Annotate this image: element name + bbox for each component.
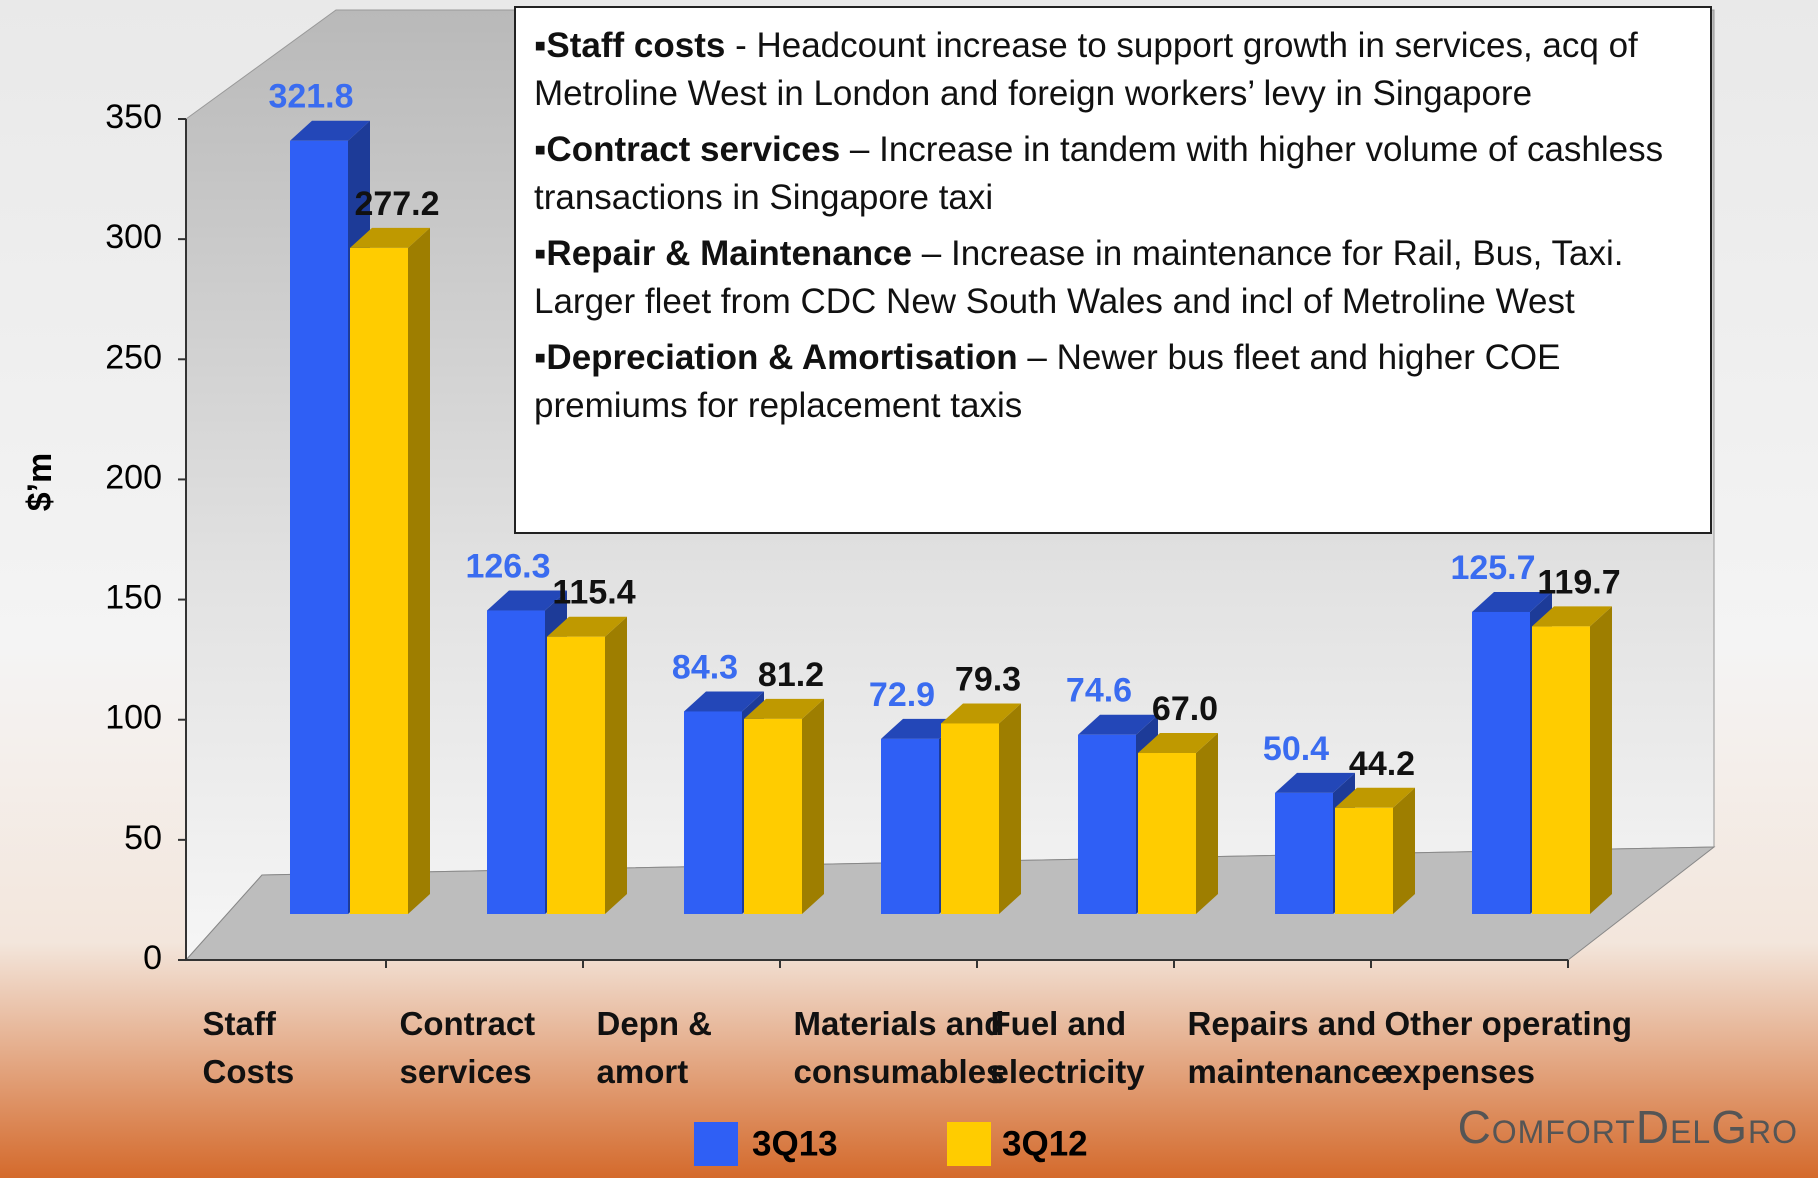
bar-front bbox=[1275, 792, 1333, 914]
bar-side bbox=[605, 616, 627, 914]
value-label: 74.6 bbox=[1066, 672, 1132, 710]
bar-front bbox=[290, 140, 348, 915]
annotation-text: – Increase in maintenance for Rail, Bus,… bbox=[534, 234, 1624, 321]
bar-top bbox=[487, 590, 567, 611]
x-tick-label: Fuel and electricity bbox=[990, 1005, 1145, 1090]
value-label: 50.4 bbox=[1263, 730, 1329, 768]
bar-front bbox=[487, 610, 545, 914]
y-tick-label: 300 bbox=[105, 218, 162, 256]
bar-front bbox=[1532, 626, 1590, 914]
y-axis-label: $’m bbox=[21, 453, 59, 512]
bar-side bbox=[802, 698, 824, 914]
bar-side bbox=[999, 703, 1021, 914]
bar-front bbox=[744, 718, 802, 914]
bar-top bbox=[1532, 606, 1612, 627]
legend-swatch bbox=[947, 1122, 991, 1166]
bar-front bbox=[1078, 734, 1136, 914]
bar-top bbox=[1275, 772, 1355, 793]
bar bbox=[744, 698, 824, 914]
bar-side bbox=[1196, 733, 1218, 914]
value-label: 72.9 bbox=[869, 676, 935, 714]
legend-swatch bbox=[694, 1122, 738, 1166]
x-tick-label: Contract services bbox=[399, 1005, 536, 1090]
bar-top bbox=[1138, 733, 1218, 754]
bar-front bbox=[941, 723, 999, 914]
bar-front bbox=[350, 247, 408, 915]
x-tick-label: Repairs and maintenance bbox=[1187, 1005, 1390, 1090]
value-label: 126.3 bbox=[465, 548, 550, 586]
bar-front bbox=[1472, 611, 1530, 914]
bar bbox=[1138, 733, 1218, 914]
value-label: 44.2 bbox=[1349, 745, 1415, 783]
value-label: 79.3 bbox=[955, 660, 1021, 698]
annotation-heading: Repair & Maintenance bbox=[546, 234, 913, 273]
legend-label: 3Q12 bbox=[1002, 1124, 1088, 1163]
bar-side bbox=[1590, 606, 1612, 914]
value-label: 277.2 bbox=[354, 185, 439, 223]
annotation-heading: Depreciation & Amortisation bbox=[546, 338, 1018, 377]
value-label: 84.3 bbox=[672, 648, 738, 686]
x-tick-label: Staff Costs bbox=[202, 1005, 295, 1090]
annotation: Depreciation & Amortisation – Newer bus … bbox=[534, 334, 1692, 430]
annotation: Contract services – Increase in tandem w… bbox=[534, 126, 1692, 222]
annotation-box: Staff costs - Headcount increase to supp… bbox=[514, 6, 1712, 534]
bar bbox=[547, 616, 627, 914]
annotation-text: – Increase in tandem with higher volume … bbox=[534, 130, 1664, 217]
bar-top bbox=[1472, 591, 1552, 612]
y-tick-label: 150 bbox=[105, 579, 162, 617]
bar-top bbox=[1078, 714, 1158, 735]
bar bbox=[1532, 606, 1612, 914]
y-tick-label: 350 bbox=[105, 98, 162, 136]
x-tick-label: Other operating expenses bbox=[1384, 1005, 1633, 1090]
bar-front bbox=[881, 738, 939, 914]
annotation-heading: Contract services bbox=[546, 130, 841, 169]
bar bbox=[350, 227, 430, 915]
value-label: 321.8 bbox=[268, 78, 353, 116]
bar-top bbox=[744, 698, 824, 719]
y-tick-label: 250 bbox=[105, 338, 162, 376]
bar-side bbox=[408, 227, 430, 915]
bar-top bbox=[941, 703, 1021, 724]
bar-top bbox=[1335, 787, 1415, 808]
value-label: 119.7 bbox=[1537, 563, 1620, 601]
bar-front bbox=[1335, 807, 1393, 914]
x-tick-label: Depn & amort bbox=[596, 1005, 713, 1090]
annotation-text: – Newer bus fleet and higher COE premium… bbox=[534, 338, 1561, 425]
annotation-text: - Headcount increase to support growth i… bbox=[534, 26, 1638, 113]
value-label: 115.4 bbox=[552, 574, 635, 612]
annotation: Staff costs - Headcount increase to supp… bbox=[534, 22, 1692, 118]
value-label: 67.0 bbox=[1152, 690, 1218, 728]
y-tick-label: 0 bbox=[143, 939, 162, 977]
value-label: 81.2 bbox=[758, 656, 824, 694]
bar-top bbox=[290, 120, 370, 141]
annotation-heading: Staff costs bbox=[546, 26, 726, 65]
annotation: Repair & Maintenance – Increase in maint… bbox=[534, 230, 1692, 326]
logo: ComfortDelGro bbox=[1457, 1101, 1798, 1153]
bar-top bbox=[547, 616, 627, 637]
y-tick-label: 200 bbox=[105, 458, 162, 496]
y-tick-label: 100 bbox=[105, 699, 162, 737]
bar-top bbox=[350, 227, 430, 248]
value-label: 125.7 bbox=[1450, 549, 1535, 587]
bar-front bbox=[684, 711, 742, 914]
y-tick-label: 50 bbox=[124, 819, 162, 857]
x-tick-label: Materials and consumables bbox=[793, 1005, 1005, 1090]
bar-side bbox=[1393, 787, 1415, 914]
bar-front bbox=[1138, 753, 1196, 914]
bar bbox=[941, 703, 1021, 914]
bar bbox=[1335, 787, 1415, 914]
bar-front bbox=[547, 636, 605, 914]
bar-top bbox=[684, 691, 764, 712]
legend-label: 3Q13 bbox=[752, 1124, 838, 1163]
